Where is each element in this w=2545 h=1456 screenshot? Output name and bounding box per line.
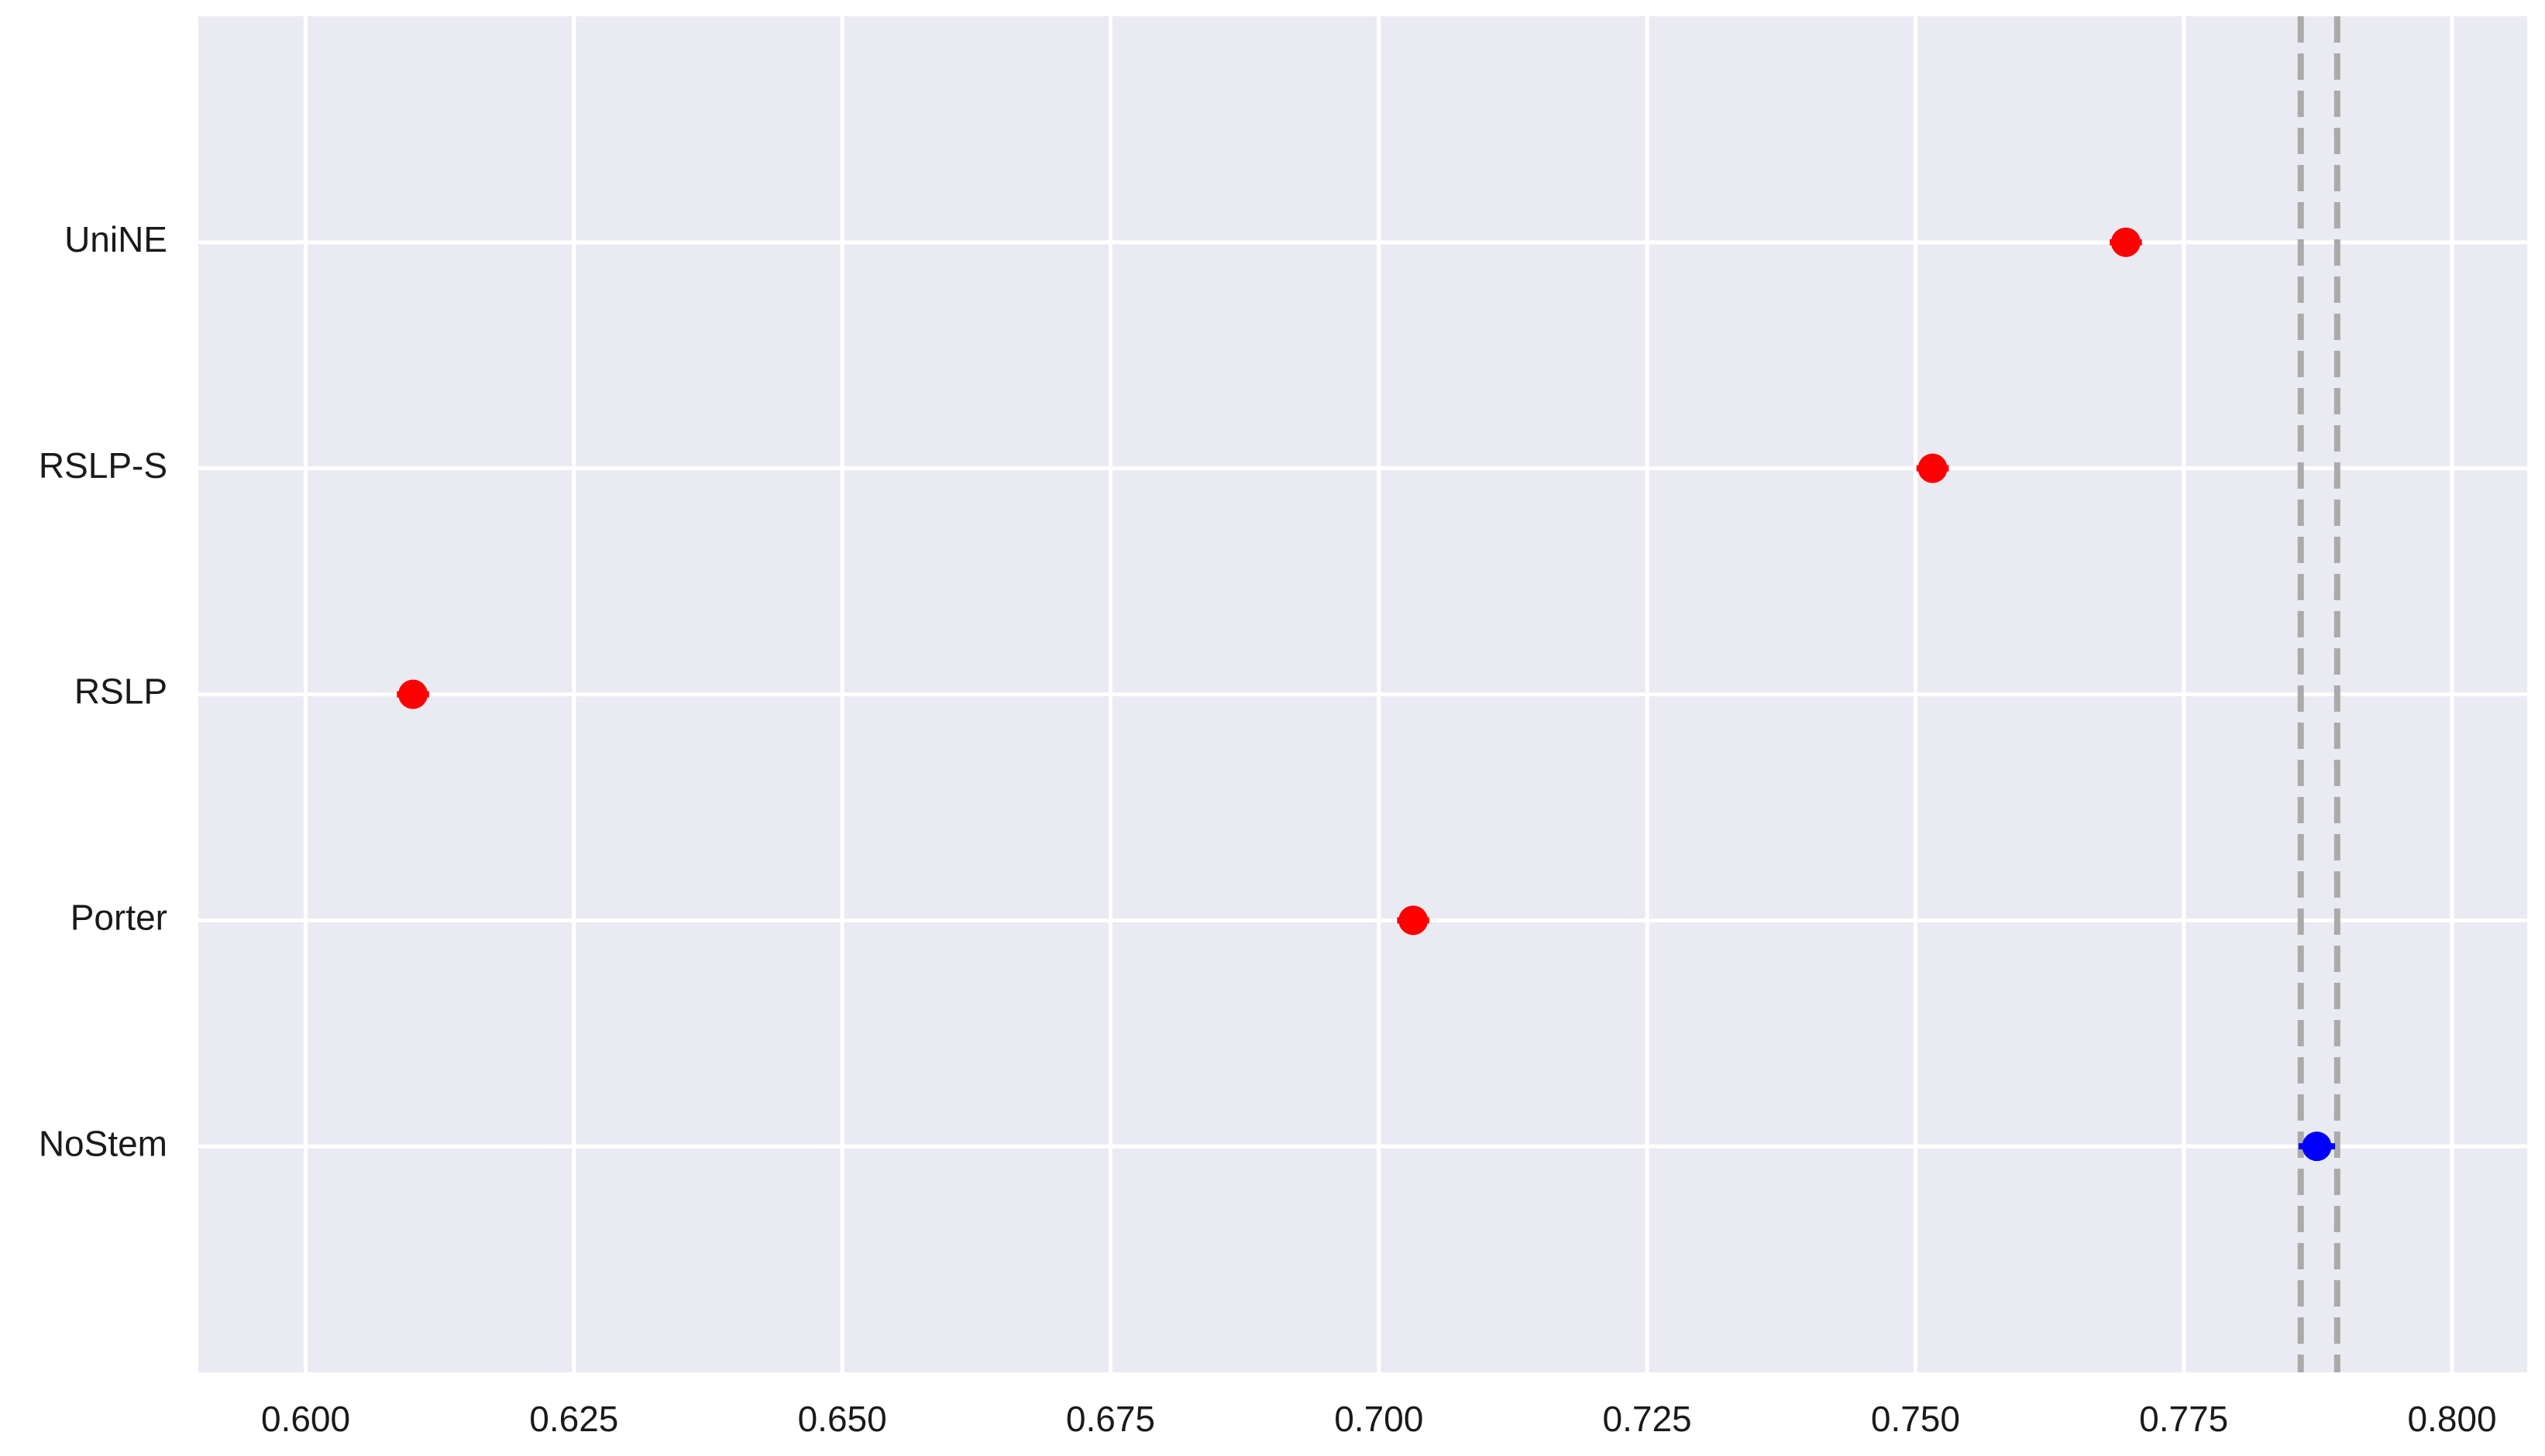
x-tick-label: 0.600: [261, 1399, 350, 1439]
point: [1398, 905, 1429, 936]
point: [398, 679, 428, 709]
x-tick-label: 0.800: [2407, 1399, 2496, 1439]
x-tick-label: 0.625: [529, 1399, 618, 1439]
point: [2110, 227, 2141, 257]
x-tick-label: 0.750: [1871, 1399, 1960, 1439]
x-tick-label: 0.650: [798, 1399, 887, 1439]
y-tick-label: NoStem: [39, 1123, 167, 1163]
y-tick-label: RSLP-S: [39, 445, 167, 486]
point: [1917, 453, 1948, 483]
x-tick-label: 0.675: [1066, 1399, 1155, 1439]
y-tick-label: RSLP: [74, 671, 167, 712]
x-tick-label: 0.775: [2139, 1399, 2228, 1439]
x-tick-label: 0.725: [1603, 1399, 1692, 1439]
x-tick-label: 0.700: [1334, 1399, 1423, 1439]
point: [2302, 1131, 2332, 1162]
y-tick-label: UniNE: [64, 219, 167, 259]
y-tick-label: Porter: [71, 897, 167, 937]
